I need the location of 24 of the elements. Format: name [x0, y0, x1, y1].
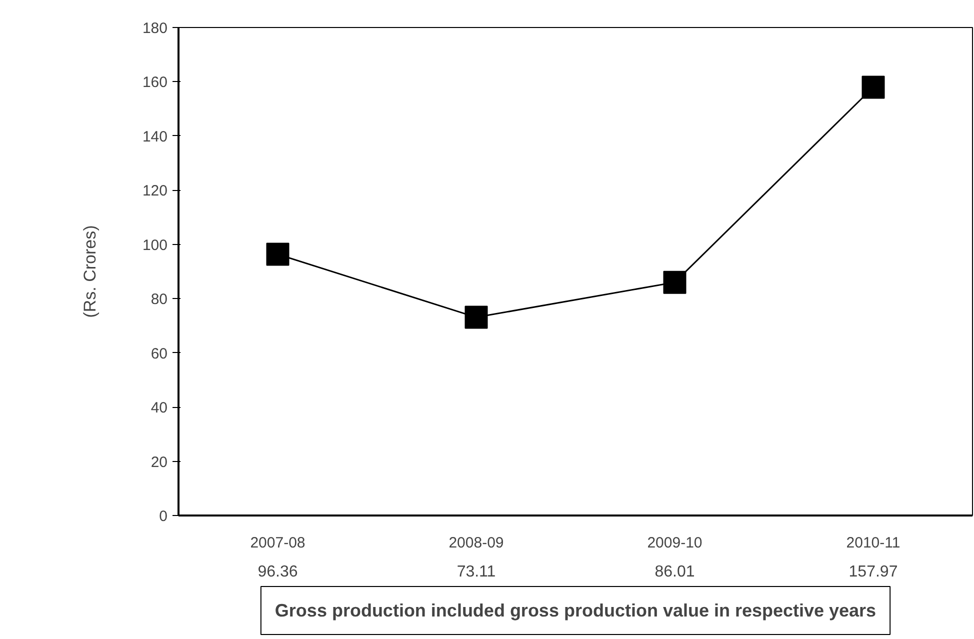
y-tick-label: 40 — [150, 400, 168, 417]
data-label: 157.97 — [848, 564, 898, 580]
data-label: 96.36 — [258, 564, 298, 580]
y-tick-label: 180 — [142, 20, 168, 37]
text: Gross production included gross production value in respective years — [274, 600, 876, 620]
y-tick-label: 60 — [150, 345, 168, 362]
y-axis-title: (Rs. Crores) — [80, 225, 100, 318]
point — [663, 270, 686, 294]
x-tick-label: 2007-08 — [250, 534, 306, 552]
x-tick-label: 2009-10 — [647, 534, 702, 552]
y-tick-label: 0 — [159, 508, 168, 525]
point — [862, 76, 885, 99]
y-tick-label: 20 — [150, 454, 168, 471]
y-tick-label: 160 — [142, 74, 168, 92]
y-tick-label: 140 — [142, 128, 168, 146]
point — [266, 242, 290, 266]
data-label: 86.01 — [654, 564, 695, 580]
point — [464, 306, 488, 329]
x-tick-label: 2008-09 — [448, 534, 504, 552]
y-tick-label: 100 — [142, 236, 168, 254]
y-tick-label: 120 — [142, 182, 168, 200]
y-tick-label: 80 — [150, 291, 168, 308]
data-label: 73.11 — [456, 564, 496, 580]
x-tick-label: 2010-11 — [846, 534, 900, 552]
